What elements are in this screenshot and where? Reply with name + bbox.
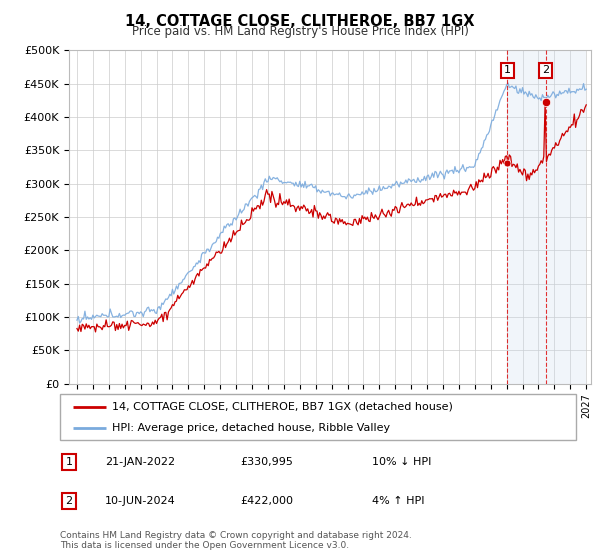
Text: 14, COTTAGE CLOSE, CLITHEROE, BB7 1GX: 14, COTTAGE CLOSE, CLITHEROE, BB7 1GX [125,14,475,29]
Bar [508,50,586,384]
Text: 10% ↓ HPI: 10% ↓ HPI [372,457,431,467]
Text: £330,995: £330,995 [240,457,293,467]
Text: 14, COTTAGE CLOSE, CLITHEROE, BB7 1GX (detached house): 14, COTTAGE CLOSE, CLITHEROE, BB7 1GX (d… [112,402,452,412]
Text: 10-JUN-2024: 10-JUN-2024 [105,496,176,506]
Text: 4% ↑ HPI: 4% ↑ HPI [372,496,425,506]
Text: Contains HM Land Registry data © Crown copyright and database right 2024.
This d: Contains HM Land Registry data © Crown c… [60,531,412,550]
Text: Price paid vs. HM Land Registry's House Price Index (HPI): Price paid vs. HM Land Registry's House … [131,25,469,38]
Text: 1: 1 [504,66,511,76]
Text: 2: 2 [542,66,549,76]
Text: 2: 2 [65,496,73,506]
Text: 1: 1 [65,457,73,467]
Text: £422,000: £422,000 [240,496,293,506]
Text: HPI: Average price, detached house, Ribble Valley: HPI: Average price, detached house, Ribb… [112,423,390,433]
Text: 21-JAN-2022: 21-JAN-2022 [105,457,175,467]
